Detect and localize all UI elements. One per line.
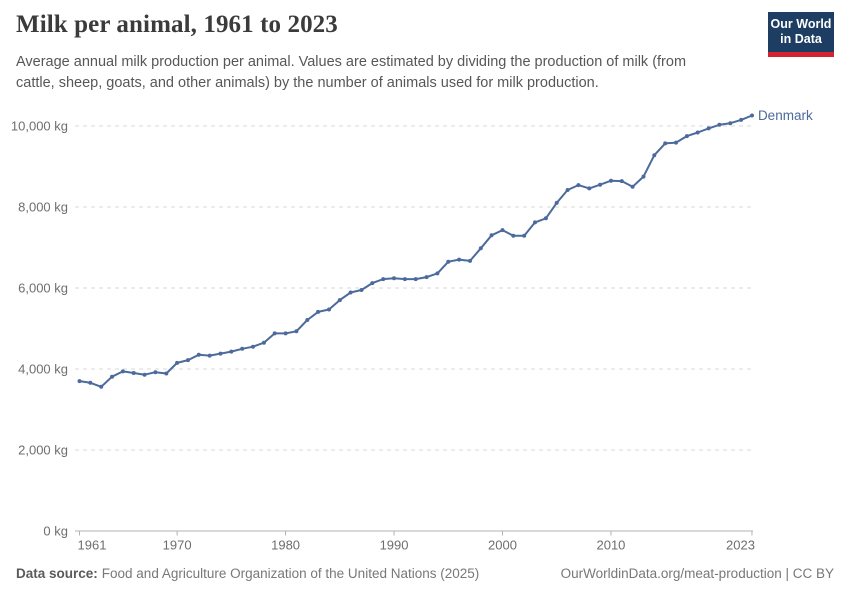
data-point: [272, 331, 277, 336]
data-point: [630, 184, 635, 189]
owid-url-link[interactable]: OurWorldinData.org/meat-production | CC …: [560, 566, 834, 581]
data-point: [554, 200, 559, 205]
chart-subtitle: Average annual milk production per anima…: [16, 54, 687, 91]
data-point: [77, 379, 82, 384]
data-point: [543, 216, 548, 221]
data-point: [739, 117, 744, 122]
data-point: [120, 369, 125, 374]
data-point: [402, 277, 407, 282]
data-point: [413, 277, 418, 282]
data-point: [88, 380, 93, 385]
series-line-denmark: [78, 114, 753, 388]
data-point: [316, 309, 321, 314]
owid-logo[interactable]: Our World in Data: [768, 12, 834, 57]
data-point: [381, 277, 386, 282]
data-source-text: Food and Agriculture Organization of the…: [101, 566, 480, 581]
data-point: [435, 271, 440, 276]
data-point: [695, 130, 700, 135]
data-point: [684, 134, 689, 139]
data-point: [750, 113, 754, 118]
data-point: [142, 372, 147, 377]
data-point: [164, 371, 169, 376]
data-point: [522, 233, 527, 238]
x-tick-label: 2010: [596, 538, 625, 553]
data-point: [674, 140, 678, 145]
data-point: [728, 121, 733, 126]
y-tick-label: 6,000 kg: [18, 281, 68, 296]
data-point: [533, 220, 537, 225]
x-tick-label: 2000: [488, 538, 517, 553]
data-point: [218, 351, 223, 356]
data-point: [717, 122, 722, 127]
data-point: [576, 183, 581, 188]
data-point: [468, 258, 472, 263]
data-point: [359, 288, 364, 292]
data-point: [110, 374, 114, 379]
data-point: [99, 384, 104, 389]
data-point: [327, 307, 331, 312]
data-point: [229, 349, 234, 354]
data-point: [370, 281, 375, 286]
page-title: Milk per animal, 1961 to 2023: [16, 11, 338, 38]
owid-logo-line2: in Data: [780, 32, 822, 46]
data-point: [511, 233, 516, 238]
data-point: [663, 141, 668, 146]
data-point: [283, 331, 288, 336]
data-point: [348, 290, 353, 295]
data-point: [131, 371, 136, 375]
data-point: [392, 276, 396, 281]
y-tick-label: 10,000 kg: [11, 119, 68, 134]
x-tick-label: 1961: [78, 538, 107, 553]
data-point: [175, 360, 180, 365]
data-source: Data source: Food and Agriculture Organiz…: [16, 566, 479, 581]
data-point: [446, 259, 451, 264]
data-point: [706, 126, 711, 131]
data-point: [337, 298, 342, 303]
data-point: [305, 318, 310, 322]
data-point: [240, 346, 245, 351]
y-tick-label: 8,000 kg: [18, 200, 68, 215]
y-tick-label: 2,000 kg: [18, 443, 68, 458]
data-point: [207, 353, 212, 358]
data-point: [489, 233, 494, 238]
owid-logo-line1: Our World: [770, 17, 832, 31]
data-point: [565, 188, 570, 192]
data-point: [457, 257, 462, 262]
data-point: [587, 186, 592, 191]
x-tick-label: 1970: [163, 538, 192, 553]
data-point: [609, 178, 613, 183]
x-tick-label: 1980: [271, 538, 300, 553]
chart-footer: Data source: Food and Agriculture Organiz…: [16, 566, 834, 581]
data-point: [641, 174, 646, 179]
series-label-denmark: Denmark: [758, 108, 813, 123]
data-source-label: Data source:: [16, 566, 98, 581]
data-point: [153, 370, 158, 375]
data-point: [500, 228, 505, 233]
data-point: [261, 340, 266, 345]
data-point: [619, 179, 624, 184]
data-point: [196, 352, 201, 357]
data-point: [478, 246, 483, 251]
x-tick-label: 2023: [726, 538, 755, 553]
y-tick-label: 4,000 kg: [18, 362, 68, 377]
data-point: [251, 344, 255, 349]
data-point: [598, 182, 603, 187]
x-tick-label: 1990: [380, 538, 409, 553]
data-point: [294, 329, 299, 334]
data-point: [652, 153, 657, 158]
y-tick-label: 0 kg: [43, 524, 68, 539]
data-point: [186, 358, 190, 363]
data-point: [424, 275, 429, 280]
